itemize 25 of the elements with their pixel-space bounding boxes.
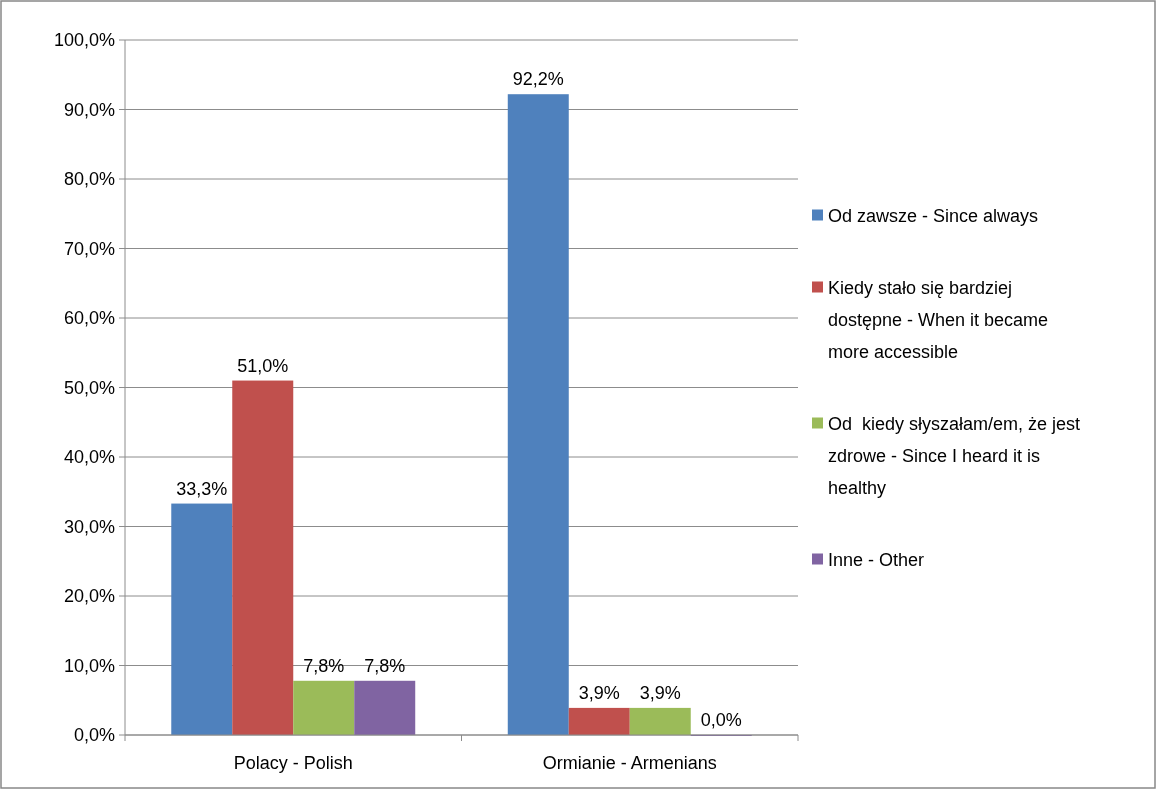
legend-label: Od kiedy słyszałam/em, że jest zdrowe - Since I heard it is healthy xyxy=(828,413,1081,498)
legend-label: Kiedy stało się bardziej dostępne - When it became more accessible xyxy=(828,277,1049,362)
legend-label: Inne - Other xyxy=(828,549,925,570)
x-tick-label: Polacy - Polish xyxy=(233,753,353,773)
y-tick-label: 0,0% xyxy=(73,725,115,746)
y-tick-label: 100,0% xyxy=(53,30,115,51)
y-tick-label: 70,0% xyxy=(63,238,115,259)
data-label: 92,2% xyxy=(512,69,564,90)
y-tick-label: 30,0% xyxy=(63,516,115,537)
y-tick-label: 80,0% xyxy=(63,169,115,190)
data-label: 51,0% xyxy=(237,355,289,376)
legend-label: Od zawsze - Since always xyxy=(828,205,1039,226)
y-tick-label: 50,0% xyxy=(63,377,115,398)
data-label: 7,8% xyxy=(364,655,406,676)
y-tick-label: 10,0% xyxy=(63,655,115,676)
y-tick-label: 40,0% xyxy=(63,447,115,468)
data-label: 3,9% xyxy=(578,682,620,703)
data-label: 3,9% xyxy=(639,682,681,703)
data-label: 33,3% xyxy=(176,478,228,499)
x-tick-label: Ormianie - Armenians xyxy=(542,753,717,773)
y-tick-label: 20,0% xyxy=(63,586,115,607)
data-label: 7,8% xyxy=(303,655,345,676)
data-label: 0,0% xyxy=(700,710,742,730)
y-tick-label: 60,0% xyxy=(63,308,115,329)
y-tick-label: 90,0% xyxy=(63,99,115,120)
